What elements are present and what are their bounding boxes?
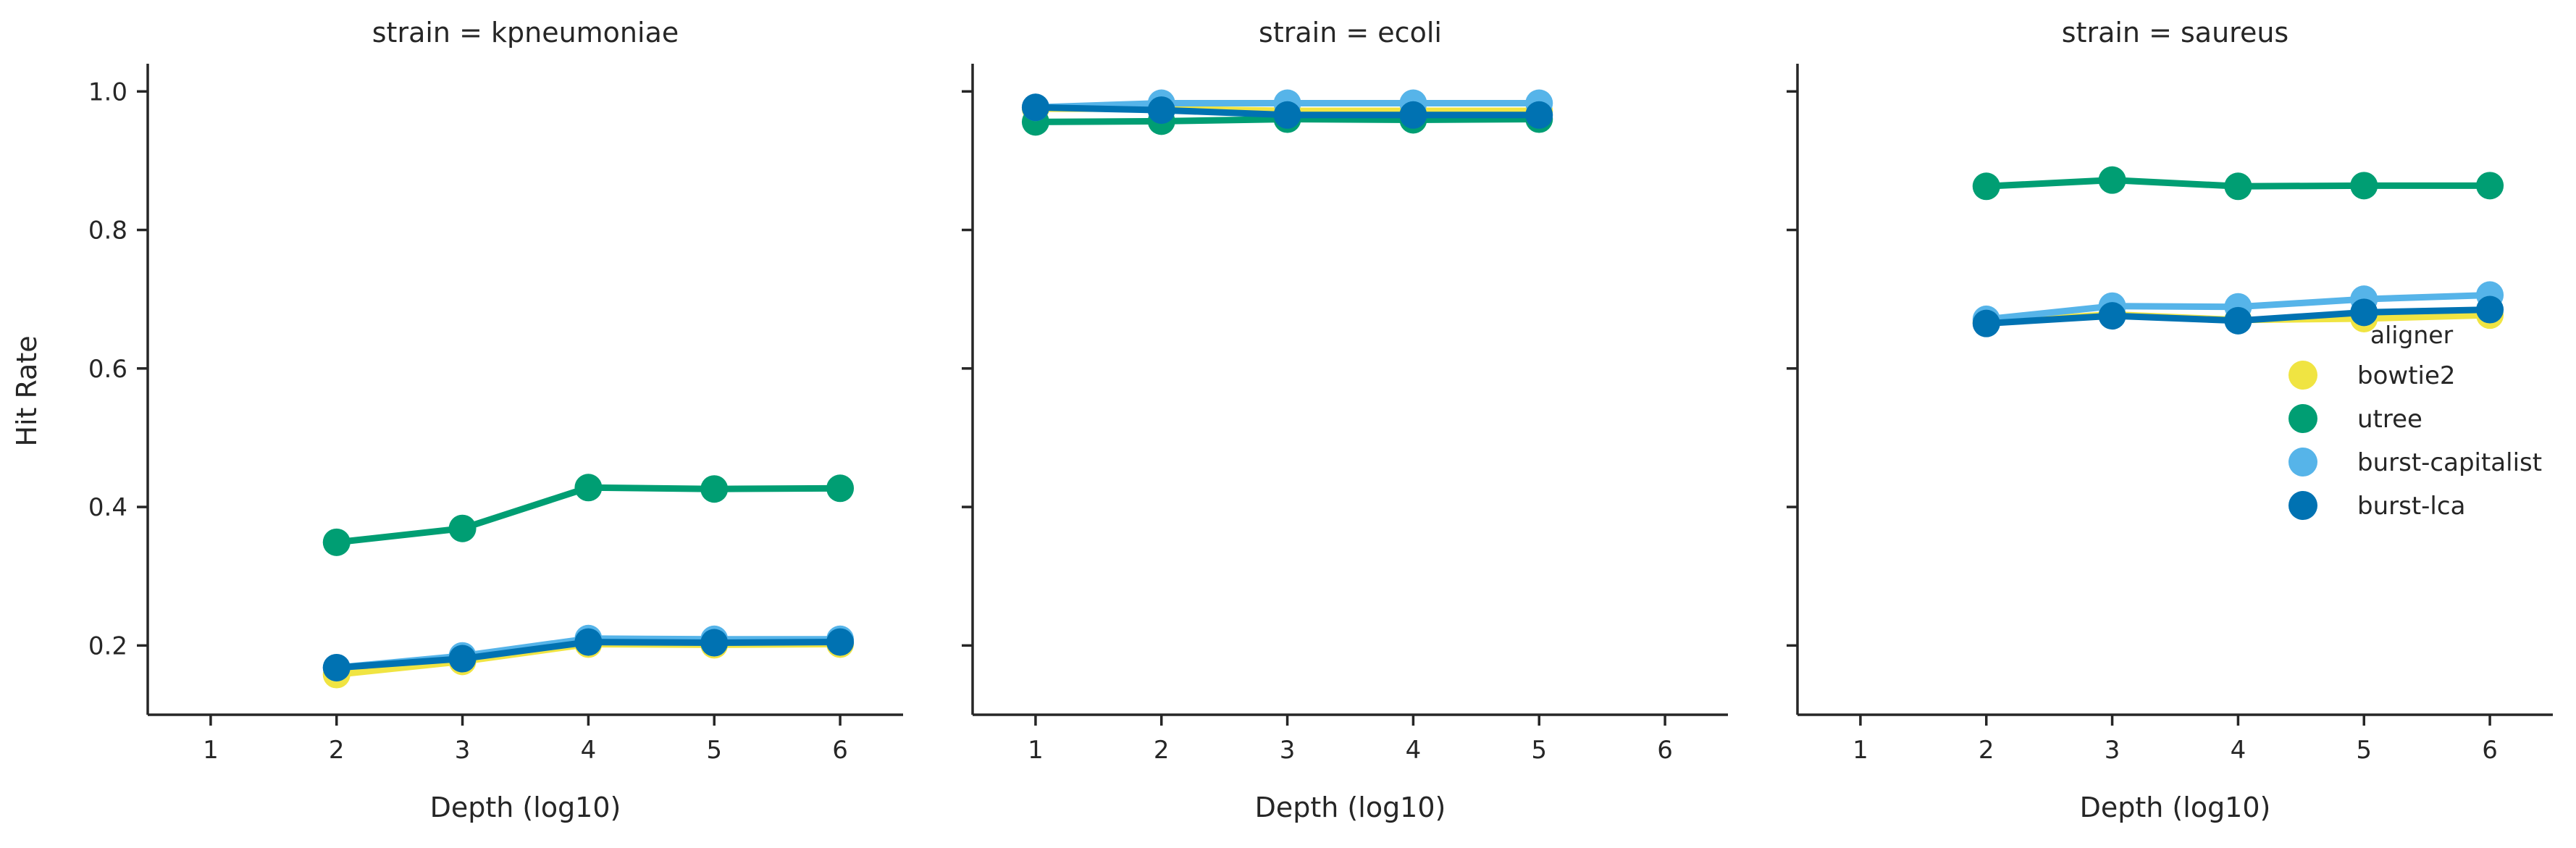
x-tick-label: 5 [1531, 736, 1547, 765]
x-tick-label: 1 [203, 736, 219, 765]
data-point [2098, 166, 2126, 194]
x-tick-label: 6 [832, 736, 848, 765]
x-tick-label: 3 [2105, 736, 2120, 765]
x-tick-label: 5 [706, 736, 722, 765]
data-point [1147, 96, 1175, 125]
x-tick-label: 5 [2356, 736, 2372, 765]
y-tick-label: 0.6 [88, 355, 127, 384]
legend-marker [2288, 448, 2317, 477]
series-burst-lca [1972, 295, 2504, 337]
facet-title: strain = kpneumoniae [372, 17, 679, 49]
facet-title: strain = saureus [2062, 17, 2288, 49]
series-utree [322, 474, 855, 556]
data-point [2224, 172, 2252, 201]
data-point [1972, 309, 2000, 337]
legend-item-utree: utree [2288, 404, 2422, 434]
facet-panels: strain = kpneumoniae 0.2 0.4 0.6 0.8 1.0 1 2 3 4 5… [88, 17, 2553, 823]
legend-label: utree [2357, 405, 2422, 434]
data-point [2476, 295, 2504, 324]
facet-title: strain = ecoli [1259, 17, 1442, 49]
y-tick-label: 0.2 [88, 631, 127, 660]
data-point [2224, 306, 2252, 335]
data-point [2350, 172, 2378, 200]
data-point [1525, 101, 1553, 129]
legend-item-burst-lca: burst-lca [2288, 491, 2465, 521]
data-point [826, 474, 855, 503]
x-tick-label: 2 [329, 736, 345, 765]
facet-panel-saureus: strain = saureus 1 2 3 4 5 6 Depth (log10) [1787, 17, 2553, 823]
data-point [700, 629, 729, 657]
data-point [1021, 93, 1049, 122]
facet-panel-kpneumoniae: strain = kpneumoniae 0.2 0.4 0.6 0.8 1.0 1 2 3 4 5… [88, 17, 903, 823]
data-point [2476, 172, 2504, 200]
x-tick-label: 6 [2482, 736, 2498, 765]
y-tick-label: 1.0 [88, 77, 127, 106]
x-axis-label: Depth (log10) [2080, 792, 2271, 823]
legend-marker [2288, 404, 2317, 433]
data-point [2098, 302, 2126, 330]
y-tick-label: 0.4 [88, 493, 127, 522]
data-point [700, 475, 729, 503]
facet-panel-ecoli: strain = ecoli 1 2 3 4 5 6 Depth (log10) [962, 17, 1728, 823]
data-point [1399, 101, 1427, 129]
x-axis-label: Depth (log10) [1255, 792, 1446, 823]
data-point [574, 474, 603, 502]
series-burst-lca [1021, 93, 1553, 129]
x-tick-label: 1 [1028, 736, 1044, 765]
legend-marker [2288, 491, 2317, 520]
data-point [448, 645, 477, 673]
legend-item-burst-capitalist: burst-capitalist [2288, 448, 2542, 477]
data-point [826, 628, 855, 656]
legend-marker [2288, 361, 2317, 390]
data-point [322, 528, 351, 556]
legend-title: aligner [2370, 321, 2454, 349]
data-point [448, 514, 477, 542]
data-point [574, 628, 603, 656]
x-tick-label: 1 [1853, 736, 1868, 765]
legend-label: burst-lca [2357, 492, 2465, 521]
x-tick-label: 2 [1154, 736, 1170, 765]
y-axis-label: Hit Rate [11, 335, 43, 446]
x-tick-label: 4 [1406, 736, 1422, 765]
y-tick-label: 0.8 [88, 217, 127, 245]
legend-label: burst-capitalist [2357, 448, 2542, 477]
data-point [2350, 298, 2378, 327]
x-tick-label: 2 [1979, 736, 1994, 765]
data-point [1273, 101, 1301, 129]
x-tick-label: 4 [581, 736, 597, 765]
x-tick-label: 3 [1280, 736, 1296, 765]
data-point [322, 653, 351, 681]
x-tick-label: 4 [2231, 736, 2246, 765]
legend-item-bowtie2: bowtie2 [2288, 361, 2456, 390]
x-axis-label: Depth (log10) [430, 792, 621, 823]
series-burst-lca [322, 628, 855, 681]
legend-label: bowtie2 [2357, 361, 2456, 390]
data-point [1972, 172, 2000, 201]
series-utree [1972, 166, 2504, 201]
x-tick-label: 6 [1657, 736, 1673, 765]
x-tick-label: 3 [455, 736, 471, 765]
legend: aligner bowtie2 utree burst-capitalist burs… [2288, 321, 2542, 521]
